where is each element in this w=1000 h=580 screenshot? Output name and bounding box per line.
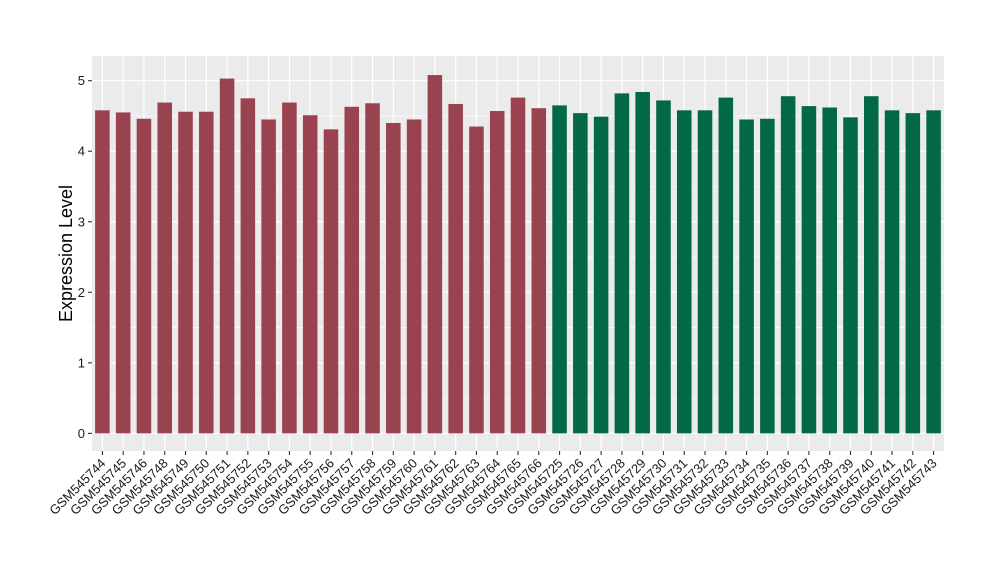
y-tick-label: 5 xyxy=(78,73,85,88)
x-axis: GSM545744GSM545745GSM545746GSM545748GSM5… xyxy=(46,451,940,518)
bar xyxy=(178,111,193,434)
bar xyxy=(95,110,110,434)
bar xyxy=(697,110,713,434)
bar xyxy=(469,126,484,434)
bar xyxy=(302,115,318,434)
y-tick-label: 2 xyxy=(78,285,85,300)
bar xyxy=(676,110,692,434)
bars xyxy=(95,75,941,434)
bar xyxy=(510,97,526,434)
bar xyxy=(531,108,547,434)
bar xyxy=(739,119,754,434)
bar xyxy=(801,106,817,434)
bar xyxy=(323,129,339,434)
bar xyxy=(843,117,858,434)
bar xyxy=(282,102,297,434)
y-tick-label: 0 xyxy=(78,426,85,441)
bar xyxy=(656,100,671,434)
bar xyxy=(406,119,422,434)
bar xyxy=(926,110,941,434)
bar xyxy=(427,75,443,434)
bar xyxy=(261,119,276,434)
bar xyxy=(489,111,505,434)
bar xyxy=(760,118,775,434)
y-tick-label: 1 xyxy=(78,355,85,370)
bar xyxy=(386,123,401,434)
bar xyxy=(635,91,650,434)
bar xyxy=(240,98,256,434)
bar xyxy=(219,78,235,434)
bar xyxy=(718,97,734,434)
bar xyxy=(905,113,921,434)
bar xyxy=(614,93,630,434)
bar xyxy=(199,111,214,434)
bar xyxy=(344,106,360,434)
y-axis: 0 1 2 3 4 5 xyxy=(78,73,92,441)
bar xyxy=(552,105,567,434)
y-tick-label: 3 xyxy=(78,214,85,229)
bar xyxy=(115,112,131,434)
bar xyxy=(780,96,796,434)
y-tick-label: 4 xyxy=(78,144,85,159)
y-axis-title: Expression Level xyxy=(56,185,76,322)
bar xyxy=(136,118,152,434)
bar xyxy=(884,110,900,434)
bar xyxy=(365,103,380,434)
bar xyxy=(157,102,173,434)
bar xyxy=(593,116,609,434)
bar xyxy=(573,113,588,434)
bar xyxy=(863,96,879,434)
bar xyxy=(822,107,837,434)
bar xyxy=(448,103,463,434)
